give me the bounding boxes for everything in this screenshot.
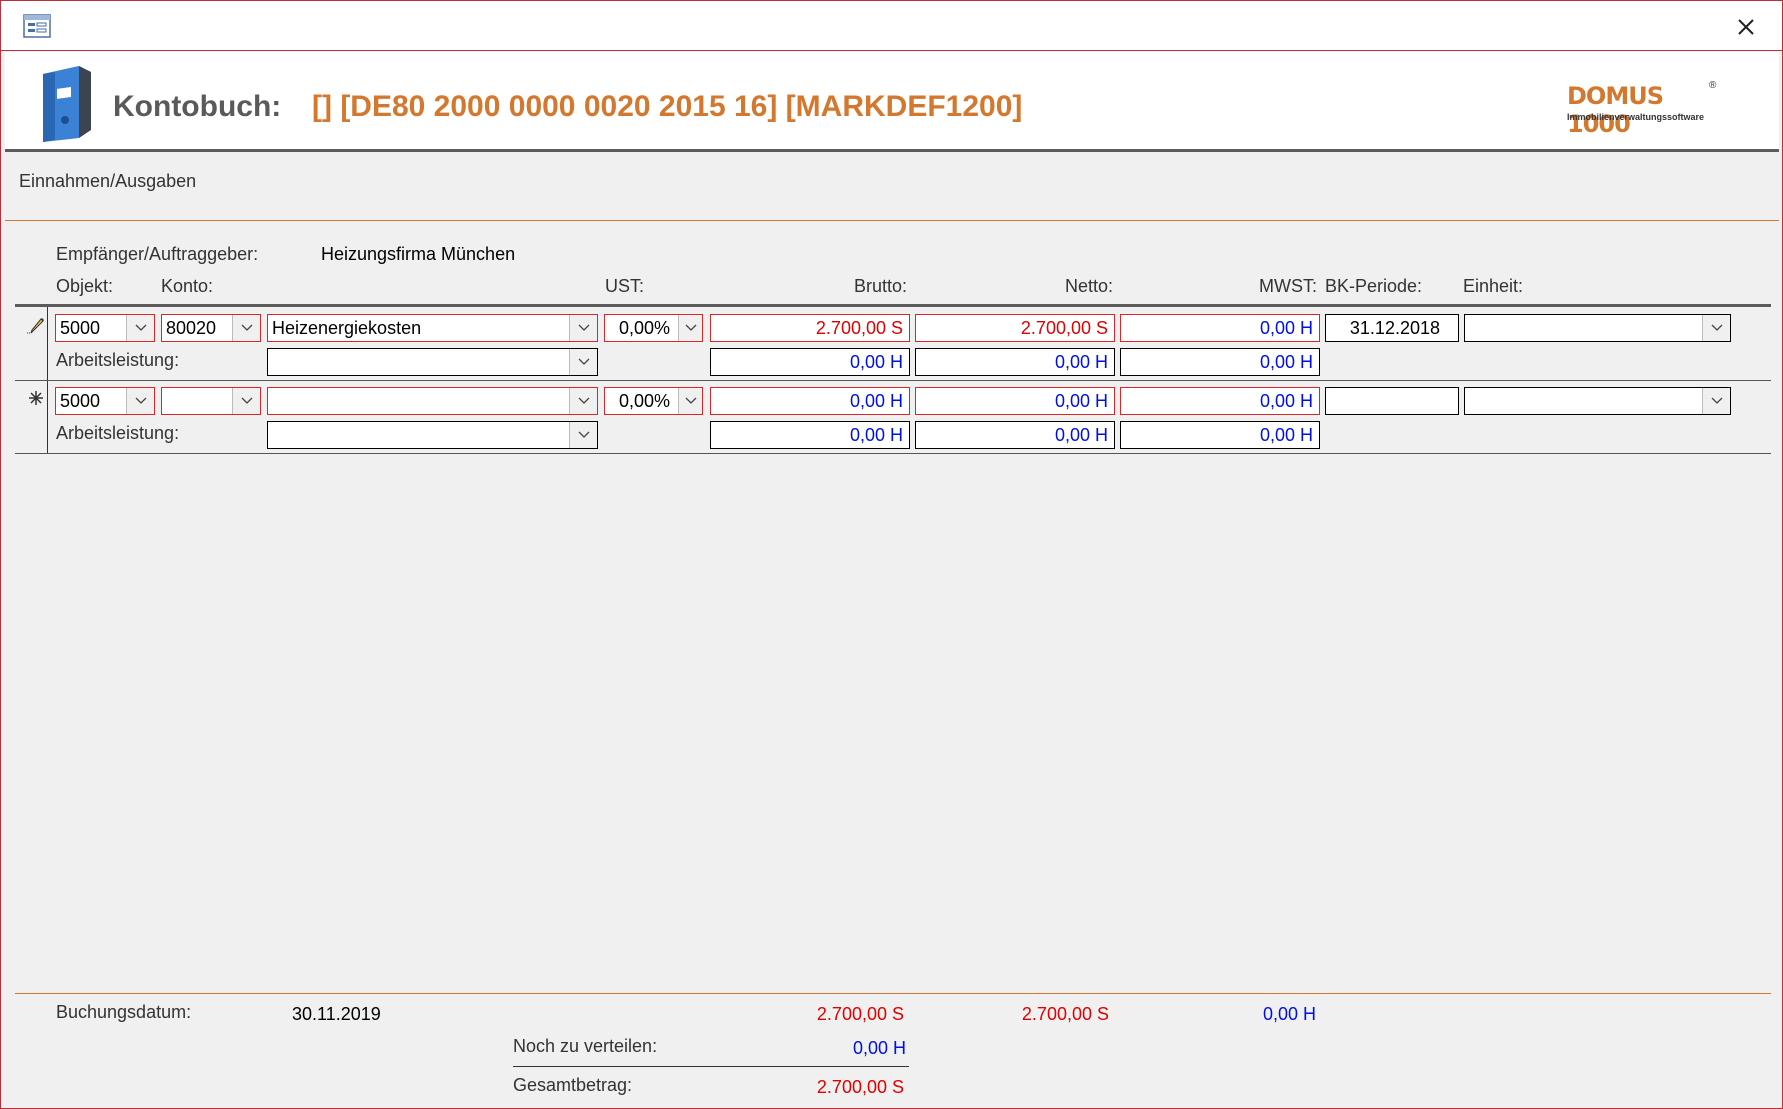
pencil-icon — [27, 318, 44, 334]
logo-registered: ® — [1709, 80, 1717, 91]
chevron-down-icon[interactable] — [569, 422, 597, 448]
chevron-down-icon[interactable] — [678, 315, 702, 341]
ust-value: 0,00% — [618, 391, 670, 411]
bezeichnung-select[interactable]: Heizenergiekosten — [267, 314, 598, 342]
objekt-select[interactable]: 5000 — [55, 314, 155, 342]
header-divider — [15, 304, 1771, 307]
konto-select[interactable] — [161, 387, 261, 415]
sum-mwst: 0,00 H — [1262, 1004, 1316, 1024]
row-divider — [15, 453, 1771, 454]
col-mwst: MWST: — [1259, 276, 1317, 296]
al-mwst-field[interactable]: 0,00 H — [1120, 348, 1320, 376]
al-netto-field[interactable]: 0,00 H — [915, 348, 1115, 376]
col-konto: Konto: — [161, 276, 214, 296]
bk-periode-field[interactable] — [1325, 387, 1459, 415]
kontobuch-label: Kontobuch: — [113, 90, 282, 123]
row-divider — [15, 380, 1771, 381]
buchungsdatum-label: Buchungsdatum: — [56, 1002, 192, 1022]
title-bar — [1, 1, 1782, 51]
netto-field[interactable]: 0,00 H — [915, 387, 1115, 415]
chevron-down-icon[interactable] — [678, 388, 702, 414]
recipient-value: Heizungsfirma München — [321, 244, 516, 264]
objekt-value: 5000 — [60, 318, 101, 338]
arbeitsleistung-select[interactable] — [267, 421, 598, 449]
al-mwst-field[interactable]: 0,00 H — [1120, 421, 1320, 449]
ust-select[interactable]: 0,00% — [604, 387, 703, 415]
brutto-field[interactable]: 2.700,00 S — [710, 314, 910, 342]
close-icon[interactable] — [1732, 13, 1760, 41]
chevron-down-icon[interactable] — [1702, 315, 1730, 341]
ust-select[interactable]: 0,00% — [604, 314, 703, 342]
binder-icon — [43, 66, 91, 142]
col-brutto: Brutto: — [853, 276, 907, 296]
al-brutto-field[interactable]: 0,00 H — [710, 421, 910, 449]
bk-periode-field[interactable]: 31.12.2018 — [1325, 314, 1459, 342]
chevron-down-icon[interactable] — [1702, 388, 1730, 414]
arbeitsleistung-label: Arbeitsleistung: — [56, 423, 180, 443]
mwst-field[interactable]: 0,00 H — [1120, 314, 1320, 342]
recipient-label: Empfänger/Auftraggeber: — [56, 244, 259, 264]
header: Kontobuch: [] [DE80 2000 0000 0020 2015 … — [5, 52, 1779, 152]
chevron-down-icon[interactable] — [126, 315, 154, 341]
konto-select[interactable]: 80020 — [161, 314, 261, 342]
chevron-down-icon[interactable] — [232, 315, 260, 341]
arbeitsleistung-label: Arbeitsleistung: — [56, 350, 180, 370]
noch-zu-verteilen-value: 0,00 H — [852, 1038, 906, 1058]
col-einheit: Einheit: — [1463, 276, 1524, 296]
footer-divider — [15, 993, 1771, 994]
chevron-down-icon[interactable] — [569, 315, 597, 341]
arbeitsleistung-select[interactable] — [267, 348, 598, 376]
logo-brand: DOMUS 1000 — [1567, 82, 1664, 138]
mwst-field[interactable]: 0,00 H — [1120, 387, 1320, 415]
konto-value: 80020 — [166, 318, 217, 338]
objekt-select[interactable]: 5000 — [55, 387, 155, 415]
domus-logo: DOMUS 1000 ® Immobilienverwaltungssoftwa… — [1567, 80, 1717, 138]
sum-brutto: 2.700,00 S — [816, 1004, 904, 1024]
col-ust: UST: — [605, 276, 645, 296]
objekt-value: 5000 — [60, 391, 101, 411]
chevron-down-icon[interactable] — [569, 388, 597, 414]
chevron-down-icon[interactable] — [569, 349, 597, 375]
section-label: Einnahmen/Ausgaben — [19, 171, 197, 191]
chevron-down-icon[interactable] — [232, 388, 260, 414]
account-title: [] [DE80 2000 0000 0020 2015 16] [MARKDE… — [312, 90, 1023, 123]
gesamtbetrag-label: Gesamtbetrag: — [513, 1075, 633, 1095]
col-bk-periode: BK-Periode: — [1325, 276, 1423, 296]
gesamtbetrag-value: 2.700,00 S — [816, 1077, 904, 1097]
bezeichnung-select[interactable] — [267, 387, 598, 415]
col-objekt: Objekt: — [56, 276, 114, 296]
section-divider — [5, 220, 1779, 221]
logo-tagline: Immobilienverwaltungssoftware — [1567, 112, 1705, 122]
buchungsdatum-value: 30.11.2019 — [292, 1004, 381, 1024]
al-netto-field[interactable]: 0,00 H — [915, 421, 1115, 449]
sum-netto: 2.700,00 S — [1021, 1004, 1109, 1024]
einheit-select[interactable] — [1464, 314, 1731, 342]
chevron-down-icon[interactable] — [126, 388, 154, 414]
netto-field[interactable]: 2.700,00 S — [915, 314, 1115, 342]
al-brutto-field[interactable]: 0,00 H — [710, 348, 910, 376]
form-icon — [23, 14, 51, 38]
einheit-select[interactable] — [1464, 387, 1731, 415]
bezeichnung-value: Heizenergiekosten — [272, 318, 422, 338]
noch-zu-verteilen-label: Noch zu verteilen: — [513, 1036, 658, 1056]
ust-value: 0,00% — [618, 318, 670, 338]
col-netto: Netto: — [1064, 276, 1113, 296]
brutto-field[interactable]: 0,00 H — [710, 387, 910, 415]
new-record-icon — [29, 391, 43, 405]
total-divider — [513, 1066, 909, 1067]
